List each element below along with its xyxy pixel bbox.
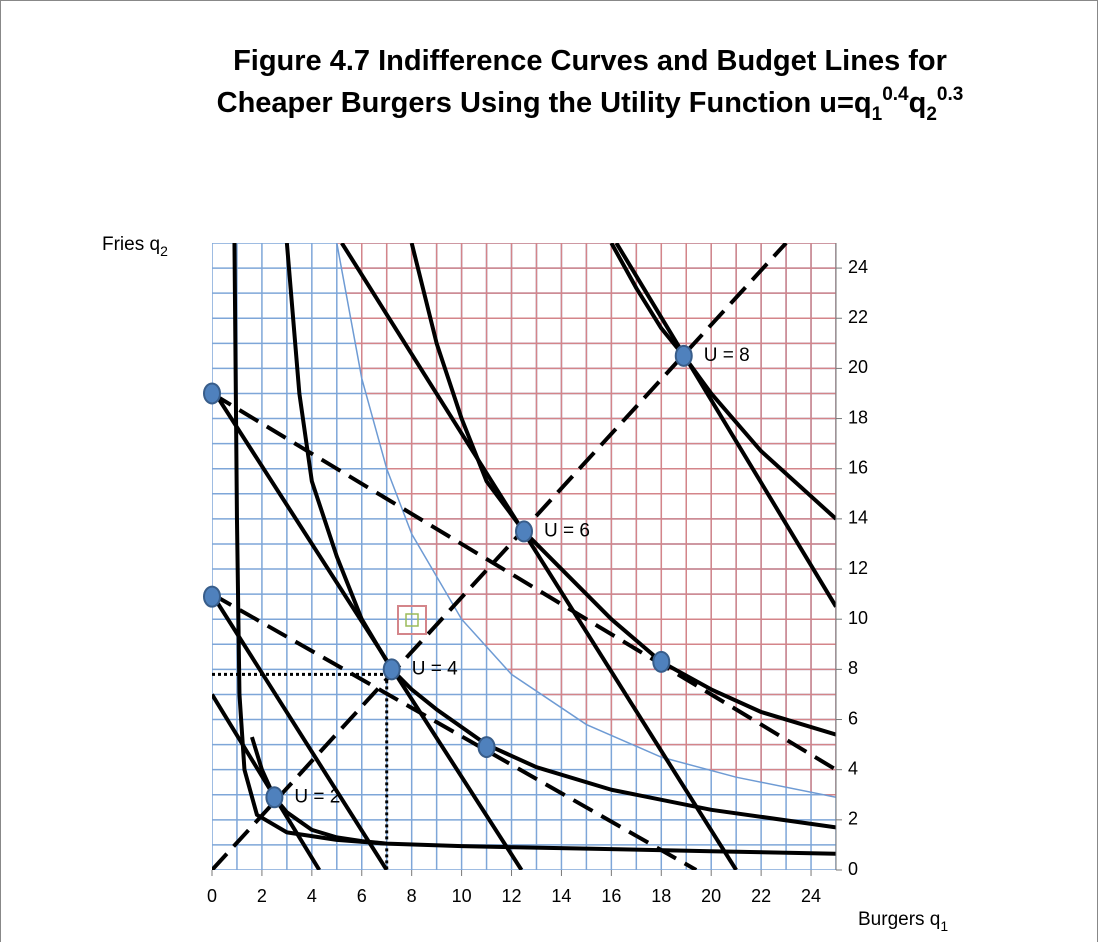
series-line: [284, 243, 836, 830]
y-tick-label: 12: [848, 558, 868, 578]
overlay: 0 2 4 6 8 10 12 14 16 18 20 22 240246810121416182022…: [203, 243, 868, 906]
title-part: q: [909, 87, 927, 119]
x-tick-label: 6: [357, 886, 367, 906]
point: [265, 786, 284, 809]
lines: [212, 243, 836, 870]
y-axis-label: Fries q2: [102, 234, 168, 259]
point: [652, 650, 671, 673]
y-tick-label: 24: [848, 257, 868, 277]
chart-title: Cheaper Burgers Using the Utility Functi…: [217, 84, 964, 125]
title-part: 0.4: [882, 84, 909, 105]
marker-box: [397, 605, 427, 635]
series-line: [212, 243, 788, 870]
y-tick-label: 18: [848, 407, 868, 427]
series-line: [212, 391, 836, 772]
series-line: [232, 243, 836, 856]
annotation: U = 6: [544, 520, 590, 541]
point: [203, 382, 221, 405]
y-tick-label: 10: [848, 608, 868, 628]
y-tick-label: 6: [848, 708, 858, 728]
series-line: [614, 243, 836, 608]
annotation: U = 4: [412, 658, 458, 679]
x-tick-label: 24: [801, 886, 821, 906]
label-part: Burgers q: [858, 909, 940, 930]
point: [515, 520, 533, 543]
x-tick-label: 22: [751, 886, 771, 906]
point: [382, 658, 401, 681]
series-line: [212, 593, 389, 870]
series-line: [409, 243, 836, 737]
y-tick-label: 4: [848, 758, 858, 778]
title-part: Cheaper Burgers Using the Utility Functi…: [217, 87, 872, 119]
series-line: [340, 243, 738, 870]
annotation: U = 2: [294, 786, 340, 807]
x-tick-label: 4: [307, 886, 317, 906]
series-line: [250, 736, 387, 846]
y-tick-label: 20: [848, 357, 868, 377]
x-tick-label: 0: [207, 886, 217, 906]
y-tick-label: 16: [848, 457, 868, 477]
annotation: U = 8: [704, 345, 750, 366]
y-tick-label: 0: [848, 859, 858, 879]
label-part: 1: [940, 918, 948, 934]
point: [674, 344, 693, 367]
series-line: [212, 693, 322, 870]
title-part: 1: [872, 104, 883, 125]
series-line: [212, 592, 698, 870]
series-line: [212, 387, 524, 870]
x-tick-label: 14: [551, 886, 571, 906]
y-tick-label: 2: [848, 809, 858, 829]
x-tick-label: 16: [601, 886, 621, 906]
y-tick-label: 22: [848, 307, 868, 327]
point: [477, 736, 496, 759]
x-tick-label: 12: [502, 886, 522, 906]
label-part: Fries q: [102, 234, 160, 255]
x-tick-label: 2: [257, 886, 267, 906]
label-part: 2: [160, 243, 168, 259]
point: [203, 585, 221, 608]
y-tick-label: 8: [848, 658, 858, 678]
x-tick-label: 20: [701, 886, 721, 906]
region-boundary: [336, 243, 836, 799]
marker-box: [405, 613, 419, 627]
chart-title: Figure 4.7 Indifference Curves and Budge…: [233, 45, 947, 77]
y-tick-label: 14: [848, 508, 868, 528]
x-axis-label: Burgers q1: [858, 909, 948, 934]
x-tick-label: 10: [452, 886, 472, 906]
x-tick-label: 8: [407, 886, 417, 906]
title-part: 2: [926, 104, 937, 125]
x-tick-label: 18: [651, 886, 671, 906]
title-part: 0.3: [937, 84, 963, 105]
